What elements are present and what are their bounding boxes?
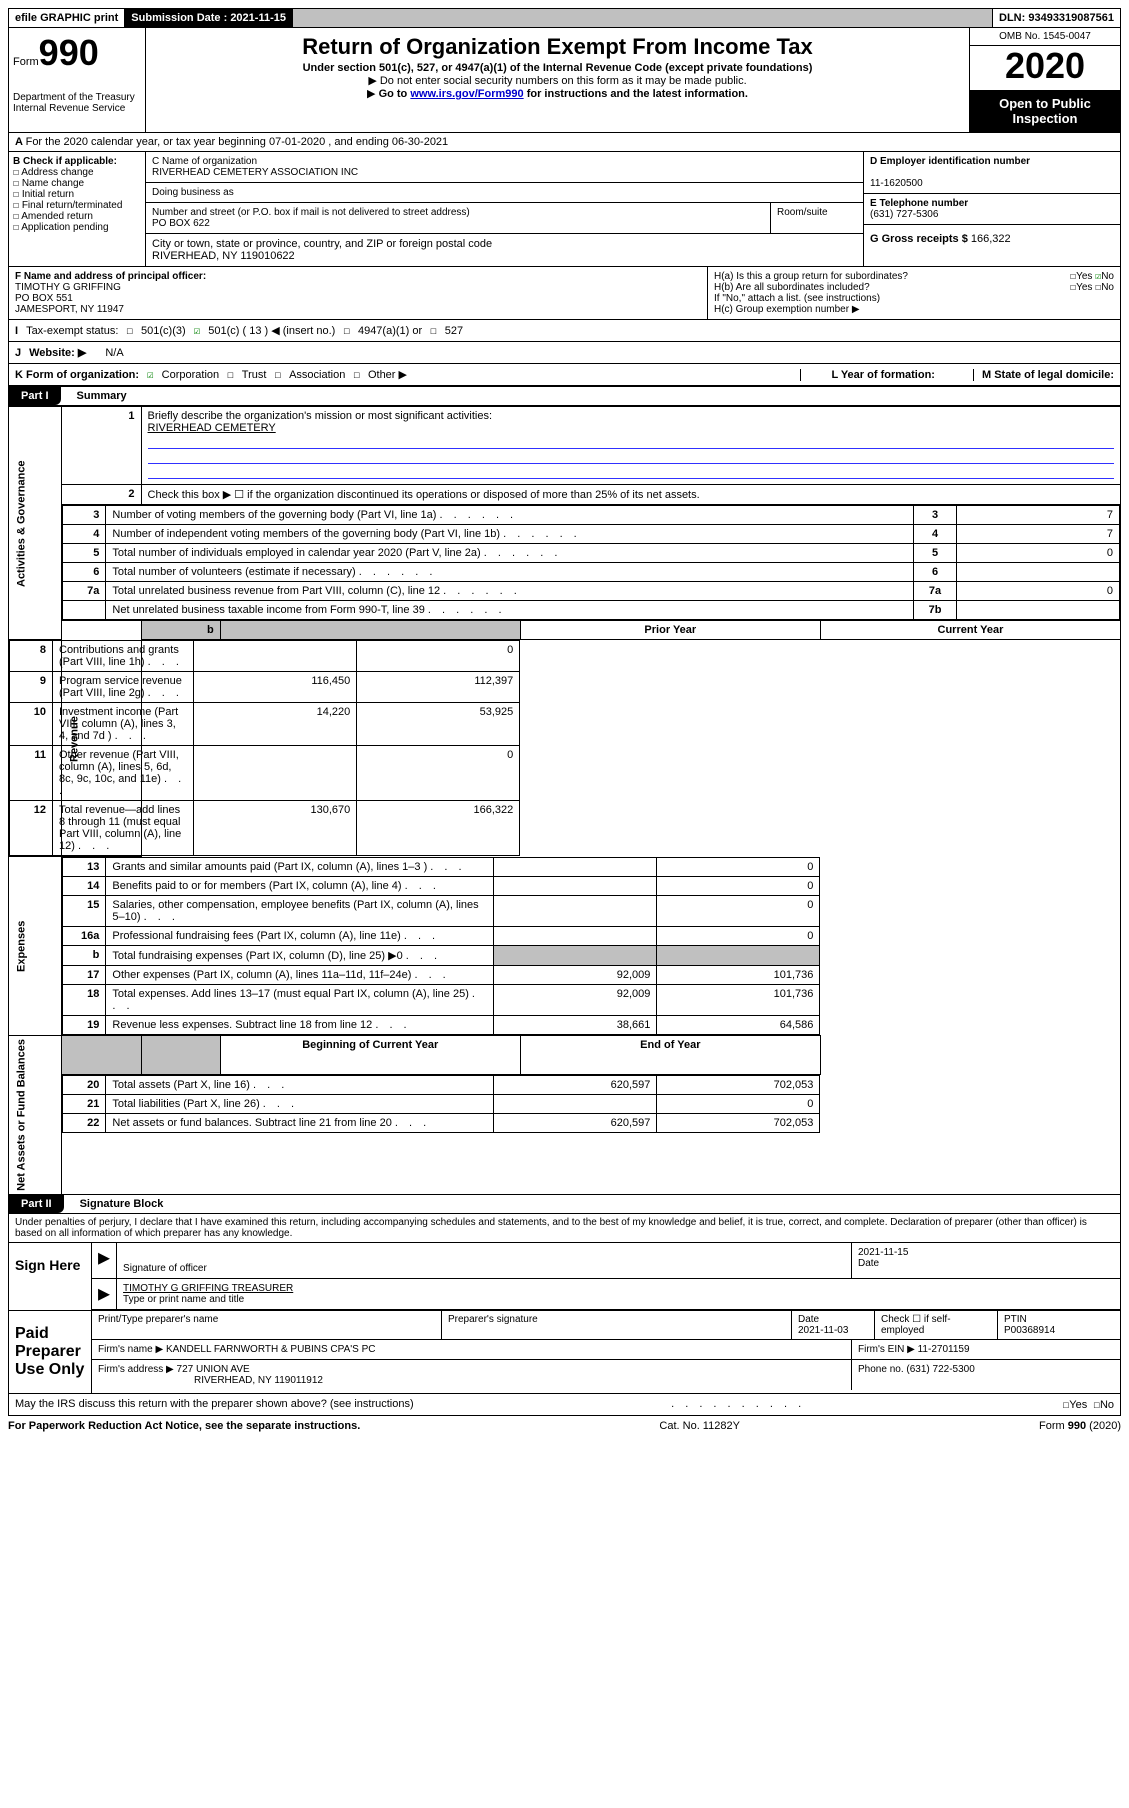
chk-pending[interactable]: ☐ — [13, 222, 19, 233]
form-left-col: Form990 Department of the Treasury Inter… — [9, 28, 146, 132]
part1-table: Activities & Governance 1 Briefly descri… — [8, 406, 1121, 1195]
row-j-website: J Website: ▶ N/A — [8, 342, 1121, 364]
street-label: Number and street (or P.O. box if mail i… — [152, 207, 470, 218]
form-title: Return of Organization Exempt From Incom… — [156, 34, 959, 60]
part2-tab: Part II — [9, 1195, 64, 1213]
gross-receipts: 166,322 — [971, 233, 1011, 245]
col-f-officer: F Name and address of principal officer:… — [9, 267, 708, 319]
footer: For Paperwork Reduction Act Notice, see … — [8, 1416, 1121, 1432]
vert-expenses: Expenses — [9, 857, 62, 1036]
form-number: 990 — [39, 32, 99, 73]
chk-amended[interactable]: ☐ — [13, 211, 19, 222]
declaration: Under penalties of perjury, I declare th… — [8, 1214, 1121, 1243]
col-c-name-addr: C Name of organization RIVERHEAD CEMETER… — [146, 152, 864, 266]
ein: 11-1620500 — [870, 178, 923, 189]
dln: DLN: 93493319087561 — [993, 9, 1120, 27]
phone: (631) 727-5306 — [870, 209, 938, 220]
header-bar: efile GRAPHIC print Submission Date : 20… — [8, 8, 1121, 28]
part2-title: Signature Block — [72, 1195, 172, 1213]
open-inspection: Open to Public Inspection — [970, 90, 1120, 132]
row-a-tax-year: A For the 2020 calendar year, or tax yea… — [8, 133, 1121, 152]
block-fh: F Name and address of principal officer:… — [8, 267, 1121, 320]
dept-treasury: Department of the Treasury Internal Reve… — [13, 92, 141, 114]
part1-title: Summary — [69, 387, 135, 405]
chk-name[interactable]: ☐ — [13, 178, 19, 189]
paid-preparer-label: Paid Preparer Use Only — [9, 1311, 92, 1393]
submission-date: Submission Date : 2021-11-15 — [125, 9, 293, 27]
omb-number: OMB No. 1545-0047 — [970, 28, 1120, 46]
header-spacer — [293, 9, 993, 27]
sig-arrow-icon: ▸ — [92, 1243, 117, 1278]
form-title-area: Return of Organization Exempt From Incom… — [146, 28, 969, 132]
col-h-group: H(a) Is this a group return for subordin… — [708, 267, 1120, 319]
org-name: RIVERHEAD CEMETERY ASSOCIATION INC — [152, 167, 358, 178]
block-bcd: B Check if applicable: ☐ Address change … — [8, 152, 1121, 267]
city: RIVERHEAD, NY 119010622 — [152, 250, 295, 262]
signature-block: Sign Here ▸ Signature of officer 2021-11… — [8, 1243, 1121, 1311]
row-k-org-form: K Form of organization: ☑ Corporation ☐ … — [8, 364, 1121, 387]
form-note1: Do not enter social security numbers on … — [156, 74, 959, 87]
part2-header: Part II Signature Block — [8, 1195, 1121, 1214]
discuss-row: May the IRS discuss this return with the… — [8, 1394, 1121, 1416]
c-name-label: C Name of organization — [152, 156, 257, 167]
room-suite: Room/suite — [771, 203, 863, 233]
efile-label: efile GRAPHIC print — [9, 9, 125, 27]
vert-revenue: Revenue — [62, 621, 141, 857]
street: PO BOX 622 — [152, 218, 210, 229]
part1-header: Part I Summary — [8, 387, 1121, 406]
sign-here-label: Sign Here — [9, 1243, 92, 1310]
vert-net-assets: Net Assets or Fund Balances — [9, 1036, 62, 1195]
paid-preparer-block: Paid Preparer Use Only Print/Type prepar… — [8, 1311, 1121, 1394]
form990-link[interactable]: www.irs.gov/Form990 — [410, 88, 523, 100]
form-note2: Go to www.irs.gov/Form990 for instructio… — [156, 87, 959, 100]
form-right-col: OMB No. 1545-0047 2020 Open to Public In… — [969, 28, 1120, 132]
row-i-tax-status: I Tax-exempt status: ☐ 501(c)(3) ☑ 501(c… — [8, 320, 1121, 342]
vert-governance: Activities & Governance — [9, 407, 62, 640]
tax-year: 2020 — [970, 46, 1120, 90]
chk-final[interactable]: ☐ — [13, 200, 19, 211]
col-d-ein-phone: D Employer identification number 11-1620… — [864, 152, 1120, 266]
chk-initial[interactable]: ☐ — [13, 189, 19, 200]
city-label: City or town, state or province, country… — [152, 238, 492, 250]
form-header: Form990 Department of the Treasury Inter… — [8, 28, 1121, 133]
chk-address[interactable]: ☐ — [13, 167, 19, 178]
dba-label: Doing business as — [146, 183, 863, 203]
part1-tab: Part I — [9, 387, 61, 405]
form-prefix: Form — [13, 56, 39, 68]
sig-arrow-icon-2: ▸ — [92, 1279, 117, 1309]
col-b-checkboxes: B Check if applicable: ☐ Address change … — [9, 152, 146, 266]
form-subtitle: Under section 501(c), 527, or 4947(a)(1)… — [156, 62, 959, 74]
